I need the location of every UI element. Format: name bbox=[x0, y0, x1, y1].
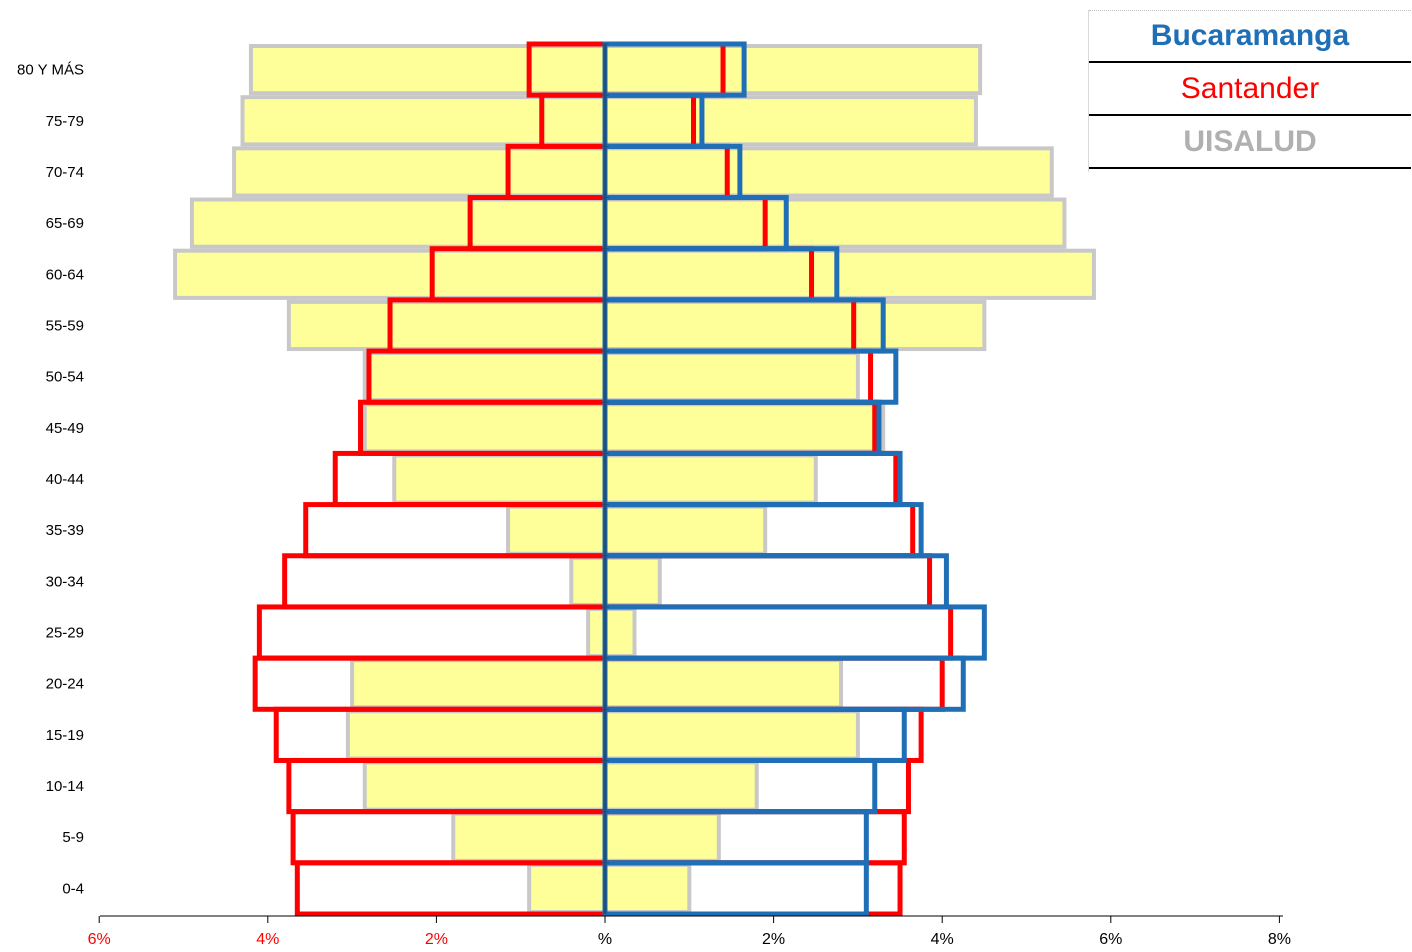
legend-entry-bucaramanga: Bucaramanga bbox=[1089, 10, 1411, 63]
legend-label-uisalud: UISALUD bbox=[1183, 124, 1317, 158]
uisalud-bar-left-55-59 bbox=[286, 299, 607, 352]
uisalud-bar-right-40-44 bbox=[603, 453, 818, 505]
uisalud-bar-right-25-29 bbox=[603, 606, 637, 659]
uisalud-bar-left-20-24 bbox=[350, 658, 607, 710]
uisalud-bar-right-15-19 bbox=[603, 709, 860, 761]
legend-label-santander: Santander bbox=[1180, 71, 1320, 105]
x-tick-label: 8% bbox=[1268, 931, 1291, 948]
x-tick-label: 6% bbox=[88, 931, 111, 948]
category-label-35-39: 35-39 bbox=[46, 522, 84, 539]
uisalud-bar-right-50-54 bbox=[603, 351, 860, 403]
bucaramanga-bar-right-25-29 bbox=[602, 604, 987, 661]
uisalud-bar-left-70-74 bbox=[232, 146, 608, 198]
uisalud-bar-left-45-49 bbox=[362, 402, 607, 454]
uisalud-bar-left-25-29 bbox=[586, 606, 608, 659]
x-tick-label: 2% bbox=[425, 931, 448, 948]
category-label-50-54: 50-54 bbox=[46, 369, 84, 386]
uisalud-bar-left-60-64 bbox=[173, 248, 607, 300]
uisalud-bar-right-20-24 bbox=[603, 658, 844, 710]
x-tick-label: 4% bbox=[256, 931, 279, 948]
uisalud-bar-left-5-9 bbox=[451, 811, 608, 863]
category-label-15-19: 15-19 bbox=[46, 727, 84, 744]
uisalud-bar-left-0-4 bbox=[527, 862, 608, 915]
category-label-20-24: 20-24 bbox=[46, 676, 84, 693]
uisalud-bar-left-75-79 bbox=[240, 95, 607, 147]
x-tick-label: 6% bbox=[1099, 931, 1122, 948]
category-label-25-29: 25-29 bbox=[46, 625, 84, 642]
uisalud-bar-right-10-14 bbox=[603, 760, 759, 812]
uisalud-bar-right-75-79 bbox=[603, 95, 978, 147]
category-label-65-69: 65-69 bbox=[46, 215, 84, 232]
category-label-80 Y MÁS: 80 Y MÁS bbox=[17, 62, 84, 79]
uisalud-bar-left-65-69 bbox=[189, 197, 607, 249]
uisalud-bar-right-55-59 bbox=[603, 299, 987, 352]
category-label-55-59: 55-59 bbox=[46, 317, 84, 334]
category-label-70-74: 70-74 bbox=[46, 164, 84, 181]
legend: Bucaramanga Santander UISALUD bbox=[1088, 10, 1411, 172]
category-label-75-79: 75-79 bbox=[46, 113, 84, 130]
category-label-60-64: 60-64 bbox=[46, 266, 84, 283]
legend-entry-santander: Santander bbox=[1089, 63, 1411, 116]
uisalud-bar-left-40-44 bbox=[392, 453, 607, 505]
uisalud-bar-right-45-49 bbox=[603, 402, 886, 454]
legend-label-bucaramanga: Bucaramanga bbox=[1150, 19, 1350, 52]
category-label-5-9: 5-9 bbox=[62, 829, 84, 846]
uisalud-bar-right-60-64 bbox=[603, 248, 1096, 300]
uisalud-bar-left-30-34 bbox=[569, 555, 608, 607]
uisalud-bar-right-5-9 bbox=[603, 811, 721, 863]
uisalud-bar-right-0-4 bbox=[603, 862, 692, 915]
x-tick-label: % bbox=[598, 931, 612, 948]
category-label-45-49: 45-49 bbox=[46, 420, 84, 437]
uisalud-bar-left-80 Y MÁS bbox=[248, 44, 607, 96]
uisalud-bar-left-35-39 bbox=[506, 504, 607, 556]
uisalud-bar-right-35-39 bbox=[603, 504, 768, 556]
uisalud-bar-left-15-19 bbox=[345, 709, 607, 761]
uisalud-bar-right-65-69 bbox=[603, 197, 1067, 249]
x-tick-label: 2% bbox=[762, 931, 785, 948]
category-label-40-44: 40-44 bbox=[46, 471, 84, 488]
category-label-10-14: 10-14 bbox=[46, 778, 84, 795]
santander-bar-right-25-29 bbox=[602, 604, 954, 661]
x-tick-label: 4% bbox=[931, 931, 954, 948]
uisalud-bar-right-80 Y MÁS bbox=[603, 44, 983, 96]
santander-bar-left-25-29 bbox=[256, 604, 608, 661]
uisalud-bar-left-50-54 bbox=[362, 351, 607, 403]
uisalud-bar-right-70-74 bbox=[603, 146, 1054, 198]
santander-bar-left-30-34 bbox=[282, 553, 608, 610]
uisalud-bar-left-10-14 bbox=[362, 760, 607, 812]
uisalud-bar-right-30-34 bbox=[603, 555, 662, 607]
legend-entry-uisalud: UISALUD bbox=[1089, 116, 1411, 169]
category-label-30-34: 30-34 bbox=[46, 573, 84, 590]
category-label-0-4: 0-4 bbox=[62, 880, 84, 897]
